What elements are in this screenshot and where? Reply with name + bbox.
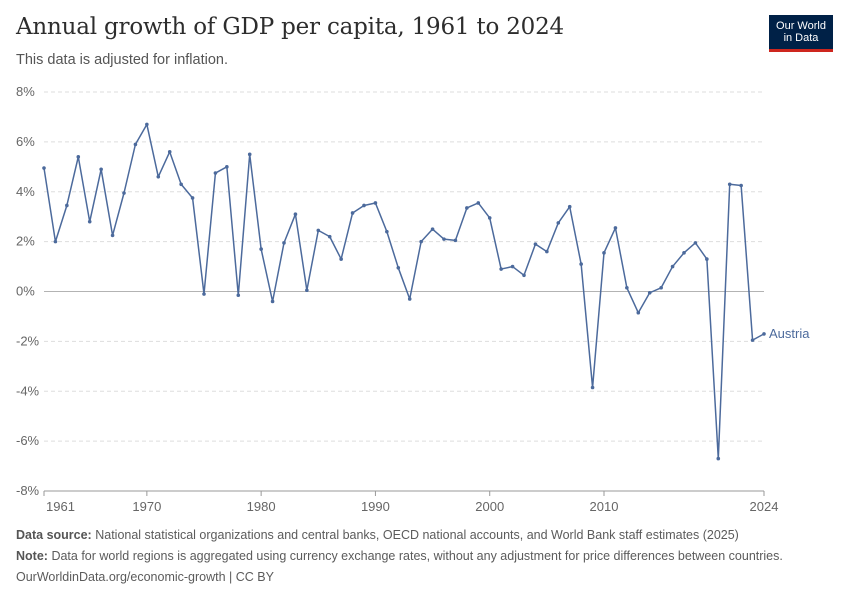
- data-point: [110, 233, 115, 238]
- y-tick-label: 0%: [16, 284, 35, 299]
- series-label-austria: Austria: [769, 326, 810, 341]
- data-point: [545, 249, 549, 254]
- data-point: [442, 237, 446, 241]
- x-tick-label: 1990: [361, 499, 390, 514]
- y-tick-label: 6%: [16, 134, 35, 149]
- x-tick-label: 2024: [750, 499, 779, 514]
- data-point: [42, 166, 46, 170]
- data-point: [87, 219, 92, 224]
- data-point: [259, 247, 263, 251]
- x-tick-label: 2000: [475, 499, 504, 514]
- data-point: [99, 167, 103, 172]
- data-point: [270, 299, 275, 304]
- data-point: [190, 196, 195, 200]
- source-label: Data source:: [16, 528, 92, 542]
- x-tick-label: 1961: [46, 499, 75, 514]
- data-point: [350, 211, 355, 215]
- data-point: [179, 182, 183, 187]
- data-point: [682, 251, 686, 255]
- data-point: [225, 165, 229, 169]
- data-point: [396, 266, 401, 270]
- data-point: [727, 182, 732, 187]
- data-point: [625, 285, 629, 290]
- data-point: [213, 171, 218, 175]
- y-tick-label: 8%: [16, 84, 35, 99]
- data-point: [647, 290, 652, 295]
- logo-line-2: in Data: [783, 32, 819, 44]
- y-tick-label: -8%: [16, 483, 40, 498]
- data-point: [487, 216, 492, 220]
- data-point: [133, 142, 138, 147]
- data-point: [156, 174, 161, 179]
- source-text: National statistical organizations and c…: [95, 528, 739, 542]
- data-point: [236, 293, 241, 298]
- data-point: [693, 241, 698, 245]
- data-point: [579, 262, 583, 266]
- data-point: [556, 221, 561, 225]
- chart-title: Annual growth of GDP per capita, 1961 to…: [16, 14, 564, 40]
- data-point: [465, 206, 469, 210]
- data-point: [590, 385, 595, 390]
- data-point: [373, 201, 378, 205]
- data-point: [65, 203, 69, 208]
- x-tick-label: 1980: [247, 499, 276, 514]
- x-tick-label: 1970: [132, 499, 161, 514]
- y-tick-label: 4%: [16, 184, 35, 199]
- data-point: [339, 257, 343, 261]
- data-point: [476, 201, 481, 205]
- data-point: [453, 238, 458, 243]
- data-point: [122, 191, 126, 195]
- data-point: [327, 234, 332, 239]
- data-point: [362, 203, 366, 208]
- data-point: [716, 456, 721, 461]
- footer-source: Data source: National statistical organi…: [16, 528, 739, 542]
- data-point: [499, 267, 503, 271]
- logo-line-1: Our World: [776, 20, 826, 32]
- data-point: [385, 229, 389, 234]
- data-point: [750, 338, 755, 342]
- footer-url[interactable]: OurWorldinData.org/economic-growth | CC …: [16, 570, 274, 584]
- data-point: [76, 155, 81, 159]
- data-point: [602, 251, 606, 255]
- data-point: [293, 212, 298, 216]
- data-point: [522, 273, 526, 278]
- data-point: [305, 288, 309, 293]
- data-point: [705, 257, 709, 261]
- y-tick-label: -6%: [16, 433, 40, 448]
- data-point: [53, 239, 58, 244]
- data-point: [636, 310, 641, 315]
- data-point: [202, 292, 206, 296]
- y-tick-label: 2%: [16, 234, 35, 249]
- note-text: Data for world regions is aggregated usi…: [51, 549, 783, 563]
- y-tick-label: -4%: [16, 383, 40, 398]
- chart-subtitle: This data is adjusted for inflation.: [16, 52, 228, 68]
- note-label: Note:: [16, 549, 48, 563]
- data-point: [407, 297, 412, 301]
- data-point: [247, 152, 252, 157]
- data-point: [282, 241, 286, 245]
- data-point: [419, 239, 423, 244]
- data-point: [613, 226, 618, 230]
- x-tick-label: 2010: [590, 499, 619, 514]
- footer-note: Note: Data for world regions is aggregat…: [16, 549, 783, 563]
- data-point: [533, 242, 538, 246]
- data-point: [670, 264, 675, 269]
- y-tick-label: -2%: [16, 333, 40, 348]
- data-point: [430, 227, 435, 231]
- series-line-austria: [43, 123, 765, 460]
- data-point: [316, 228, 321, 233]
- data-point: [739, 183, 743, 188]
- data-point: [659, 285, 663, 290]
- owid-logo[interactable]: Our World in Data: [769, 15, 833, 52]
- data-point: [762, 332, 766, 336]
- data-point: [145, 122, 149, 127]
- data-point: [567, 204, 572, 209]
- data-point: [510, 264, 515, 269]
- data-point: [167, 150, 172, 154]
